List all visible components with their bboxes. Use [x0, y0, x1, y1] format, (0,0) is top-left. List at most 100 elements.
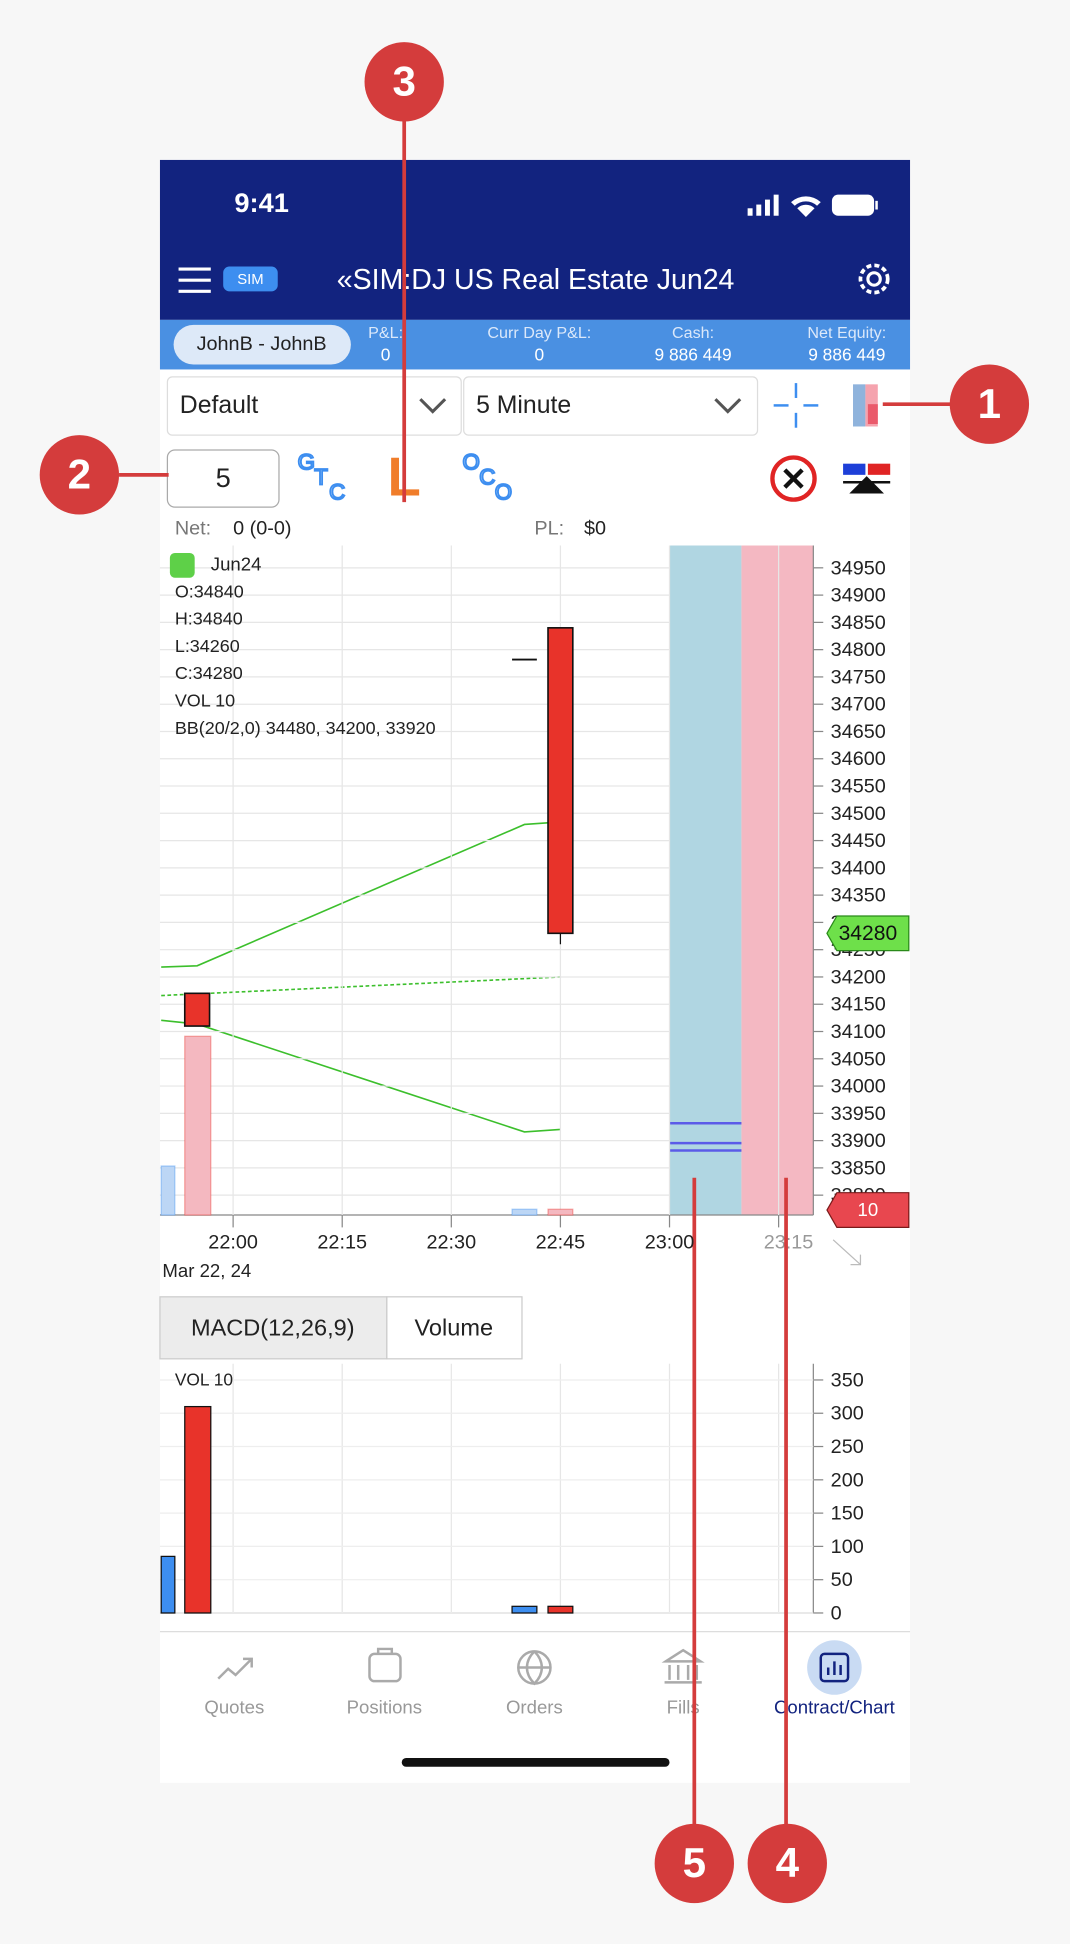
- oco-letter: O: [462, 450, 479, 475]
- last-price-tag: [826, 915, 910, 952]
- gtc-letter: C: [329, 479, 345, 504]
- volume-label: VOL 10: [175, 1370, 233, 1390]
- y-tick-label: 34400: [831, 857, 886, 879]
- y-tick-label: 34800: [831, 639, 886, 661]
- crosshair-button[interactable]: [773, 383, 819, 428]
- ohlc-info: C:34280: [175, 663, 243, 683]
- status-time: 9:41: [234, 187, 289, 218]
- resize-handle[interactable]: [832, 1239, 862, 1266]
- template-select[interactable]: [166, 376, 462, 436]
- dom-ask-column[interactable]: [741, 545, 814, 1215]
- volume-bar: [547, 1605, 574, 1614]
- y-tick-label: 350: [831, 1369, 864, 1391]
- sim-badge: SIM: [237, 272, 263, 288]
- nav-label[interactable]: Fills: [667, 1696, 700, 1717]
- dom-bid-column[interactable]: [669, 545, 742, 1215]
- sim-badge-bg: [223, 266, 278, 292]
- y-tick-label: 34600: [831, 748, 886, 770]
- field-label: Cash:: [672, 324, 714, 342]
- field-label: P&L:: [368, 324, 403, 342]
- oco-letter: C: [479, 464, 495, 489]
- callout-number: 1: [978, 380, 1001, 427]
- nav-label[interactable]: Orders: [506, 1696, 563, 1717]
- y-tick-label: 100: [831, 1536, 864, 1558]
- x-tick-label: 23:00: [645, 1232, 695, 1254]
- ohlc-info: VOL 10: [175, 690, 235, 710]
- menu-button[interactable]: [178, 267, 211, 293]
- volume-shadow: [547, 1208, 574, 1216]
- y-tick-label: 33900: [831, 1130, 886, 1152]
- header-bg: [159, 159, 911, 320]
- y-tick-label: 200: [831, 1469, 864, 1491]
- interval-value: 5 Minute: [476, 392, 571, 419]
- dom-qty-tag: [826, 1192, 910, 1229]
- quantity-input[interactable]: [166, 449, 280, 508]
- nav-icons: [217, 1647, 850, 1686]
- quantity: 5: [216, 462, 231, 493]
- candle-body: [183, 992, 211, 1027]
- volume-bar: [511, 1605, 538, 1614]
- ohlc-info: O:34840: [175, 581, 244, 601]
- account-name: JohnB - JohnB: [197, 333, 327, 355]
- oco-letter: O: [495, 479, 512, 504]
- y-tick-label: 0: [831, 1602, 842, 1624]
- status-icons: [747, 194, 878, 217]
- volume-chart: 350 300 250 200 150 100 50 0: [159, 1363, 864, 1624]
- y-tick-label: 34450: [831, 830, 886, 852]
- y-tick-label: 34350: [831, 885, 886, 907]
- cancel-all-button[interactable]: [770, 455, 817, 502]
- y-tick-label: 34950: [831, 557, 886, 579]
- y-tick-label: 50: [831, 1569, 853, 1591]
- y-tick-label: 250: [831, 1436, 864, 1458]
- bb-lower: [161, 1019, 561, 1133]
- volume-shadow: [160, 1165, 176, 1216]
- nav-label[interactable]: Contract/Chart: [774, 1696, 896, 1717]
- y-tick-label: 300: [831, 1403, 864, 1425]
- x-tick-label: 22:45: [536, 1232, 586, 1254]
- ohlc-info: H:34840: [175, 609, 243, 629]
- interval-select[interactable]: [463, 376, 759, 436]
- oco-button[interactable]: O C O: [462, 449, 513, 506]
- tab-label: MACD(12,26,9): [191, 1314, 355, 1340]
- y-tick-label: 34700: [831, 694, 886, 716]
- account-pill[interactable]: [173, 324, 351, 365]
- last-price-label: 34280: [839, 922, 898, 945]
- net-label: Net:: [175, 518, 211, 540]
- candle-body: [547, 627, 574, 935]
- gtc-button[interactable]: G T C: [297, 449, 347, 506]
- symbol-indicator: [169, 552, 195, 578]
- nav-label[interactable]: Quotes: [204, 1696, 264, 1717]
- x-tick-label: 22:15: [317, 1232, 367, 1254]
- callouts: [39, 42, 1030, 1904]
- chart-symbol: Jun24: [211, 553, 262, 574]
- field-value: 9 886 449: [654, 344, 731, 364]
- y-tick-label: 34200: [831, 966, 886, 988]
- x-tick-label: 23:15: [764, 1232, 814, 1254]
- y-tick-label: 34900: [831, 585, 886, 607]
- callout-number: 4: [776, 1839, 800, 1886]
- y-tick-label: 34850: [831, 612, 886, 634]
- callout-number: 2: [68, 450, 91, 497]
- ohlc-info: L:34260: [175, 636, 240, 656]
- flatten-button[interactable]: [843, 463, 891, 494]
- nav-label[interactable]: Positions: [347, 1696, 422, 1717]
- field-label: Net Equity:: [807, 324, 886, 342]
- volume-shadow: [184, 1035, 212, 1216]
- y-tick-label: 33950: [831, 1103, 886, 1125]
- contract-title[interactable]: «SIM:DJ US Real Estate Jun24: [337, 264, 735, 296]
- callout-lines: [119, 119, 955, 1825]
- price-chart: 34950 34900 34850 34800 34750 34700 34650 34600…: [159, 545, 910, 1229]
- volume-bar: [160, 1555, 176, 1614]
- dom-toggle[interactable]: [853, 384, 878, 427]
- chevron: [419, 398, 447, 414]
- dom-qty: 10: [858, 1199, 879, 1220]
- tab-volume[interactable]: [386, 1296, 523, 1360]
- y-tick-label: 34550: [831, 776, 886, 798]
- pl-label: PL:: [534, 518, 564, 540]
- tab-label: Volume: [415, 1314, 494, 1340]
- settings-button[interactable]: [858, 263, 890, 295]
- gtc-letter: G: [298, 450, 315, 475]
- y-tick-label: 33850: [831, 1157, 886, 1179]
